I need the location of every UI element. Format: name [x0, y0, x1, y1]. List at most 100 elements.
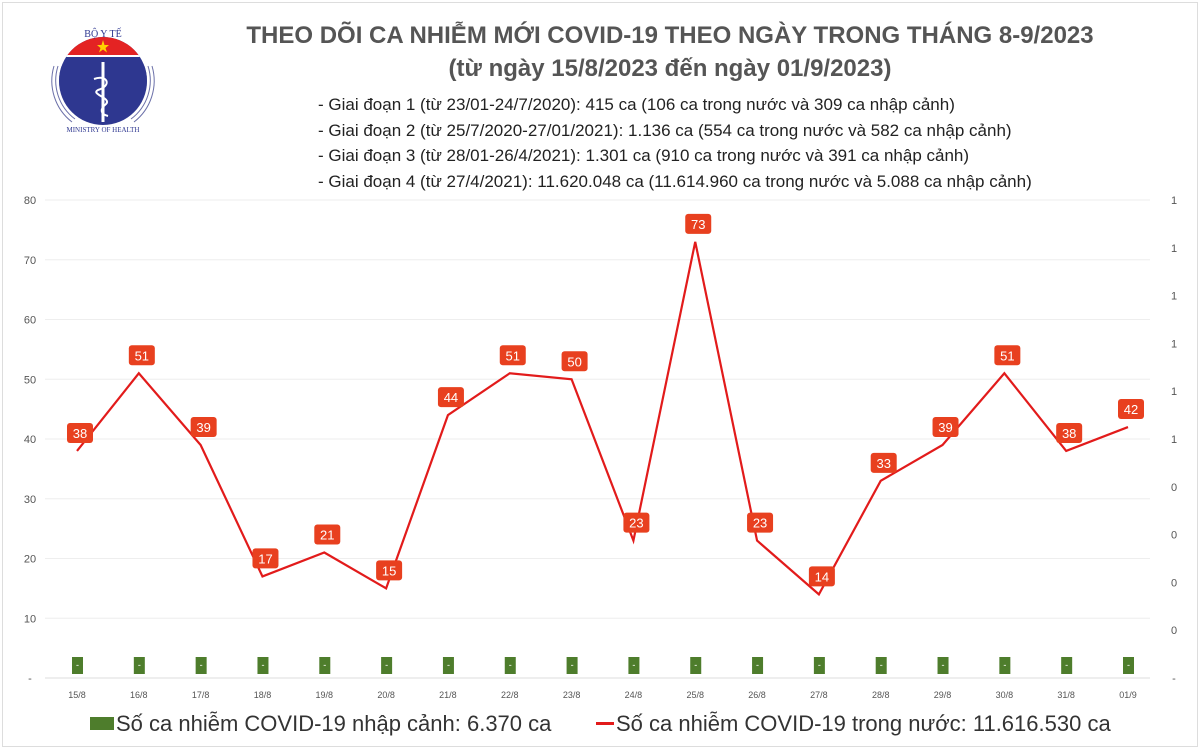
x-tick-label: 22/8 — [501, 690, 519, 700]
imported-bar — [381, 657, 393, 674]
legend-domestic: Số ca nhiễm COVID-19 trong nước: 11.616.… — [596, 711, 1111, 737]
imported-bar — [72, 657, 83, 674]
domestic-cases-line — [76, 241, 1129, 597]
y-left-tick: 10 — [24, 613, 36, 625]
x-tick-label: 24/8 — [625, 690, 643, 700]
data-label: 23 — [629, 516, 643, 531]
y-left-tick: 40 — [24, 434, 36, 446]
imported-bar-label: - — [818, 660, 821, 670]
imported-bar-label: - — [1003, 660, 1006, 670]
y-left-tick: 50 — [24, 374, 36, 386]
y-right-tick: 1 — [1171, 434, 1177, 446]
imported-bar — [690, 657, 702, 674]
imported-bar-label: - — [1127, 660, 1130, 670]
data-label-box — [994, 345, 1021, 366]
imported-bar — [195, 657, 207, 674]
data-label-box — [252, 548, 279, 569]
y-right-tick: 0 — [1171, 530, 1177, 542]
x-tick-label: 26/8 — [748, 690, 766, 700]
imported-bar-label: - — [138, 660, 141, 670]
legend-imported: Số ca nhiễm COVID-19 nhập cảnh: 6.370 ca — [90, 711, 551, 737]
data-label: 51 — [135, 348, 149, 363]
data-label: 38 — [1062, 426, 1076, 441]
stage-4: - Giai đoạn 4 (từ 27/4/2021): 11.620.048… — [318, 171, 1032, 191]
stage-summary: - Giai đoạn 1 (từ 23/01-24/7/2020): 415 … — [318, 92, 1032, 194]
data-label-box — [128, 345, 155, 366]
imported-bar-label: - — [509, 660, 512, 670]
y-left-tick: 30 — [24, 494, 36, 506]
data-label-box — [67, 422, 93, 443]
x-tick-label: 23/8 — [563, 690, 581, 700]
imported-bar-label: - — [756, 660, 759, 670]
y-left-tick: 70 — [24, 255, 36, 267]
y-left-tick: - — [28, 673, 32, 685]
imported-bar — [319, 657, 331, 674]
x-tick-label: 17/8 — [192, 690, 210, 700]
stage-2: - Giai đoạn 2 (từ 25/7/2020-27/01/2021):… — [318, 120, 1012, 140]
y-right-tick: 1 — [1171, 386, 1177, 398]
data-label: 14 — [815, 569, 829, 584]
data-label-box — [1056, 422, 1083, 443]
data-label: 15 — [382, 563, 396, 578]
x-tick-label: 15/8 — [68, 690, 86, 700]
data-label: 51 — [1000, 348, 1014, 363]
imported-bar — [937, 657, 949, 674]
logo-text-top: BỘ Y TẾ — [84, 27, 121, 40]
imported-bar — [504, 657, 516, 674]
y-right-tick: 0 — [1171, 625, 1177, 637]
x-tick-label: 21/8 — [439, 690, 457, 700]
ministry-of-health-logo: BỘ Y TẾ MINISTRY OF HEALTH — [48, 24, 158, 139]
x-tick-label: 27/8 — [810, 690, 828, 700]
imported-bar — [133, 657, 145, 674]
imported-bar-label: - — [694, 660, 697, 670]
data-label: 44 — [444, 390, 458, 405]
x-tick-label: 16/8 — [130, 690, 148, 700]
legend-swatch-green — [90, 717, 114, 730]
y-left-tick: 80 — [24, 195, 36, 207]
data-label-box — [437, 387, 464, 408]
imported-bar — [875, 657, 887, 674]
imported-bar — [257, 657, 269, 674]
imported-bar-label: - — [200, 660, 203, 670]
imported-bar-label: - — [76, 660, 79, 670]
data-label: 73 — [691, 217, 705, 232]
data-label-box — [499, 345, 526, 366]
chart-subtitle: (từ ngày 15/8/2023 đến ngày 01/9/2023) — [448, 55, 892, 82]
x-tick-label: 30/8 — [996, 690, 1014, 700]
imported-bar-label: - — [261, 660, 264, 670]
y-right-tick: 1 — [1171, 195, 1177, 207]
imported-bar-label: - — [880, 660, 883, 670]
y-right-tick: 1 — [1171, 338, 1177, 350]
stage-1: - Giai đoạn 1 (từ 23/01-24/7/2020): 415 … — [318, 95, 955, 114]
chart-title: THEO DÕI CA NHIỄM MỚI COVID-19 THEO NGÀY… — [246, 22, 1094, 49]
data-label-box — [808, 566, 835, 587]
x-tick-label: 01/9 — [1119, 690, 1137, 700]
y-left-tick: 20 — [24, 554, 36, 566]
data-label-box — [376, 560, 403, 581]
imported-bar-label: - — [632, 660, 635, 670]
imported-bar — [628, 657, 640, 674]
imported-bar-label: - — [571, 660, 574, 670]
imported-bar — [1123, 657, 1134, 674]
imported-bar — [999, 657, 1011, 674]
x-tick-label: 31/8 — [1057, 690, 1075, 700]
data-label: 42 — [1124, 402, 1138, 417]
data-label-box — [1118, 399, 1144, 420]
data-label: 23 — [753, 516, 767, 531]
data-label: 17 — [258, 551, 272, 566]
imported-bar — [813, 657, 825, 674]
y-right-tick: 0 — [1171, 482, 1177, 494]
imported-bar-label: - — [942, 660, 945, 670]
y-right-tick: 1 — [1171, 291, 1177, 303]
imported-bar — [1061, 657, 1073, 674]
imported-bar — [442, 657, 454, 674]
data-label-box — [870, 452, 897, 473]
y-left-tick: 60 — [24, 315, 36, 327]
data-label-box — [561, 351, 588, 372]
x-tick-label: 19/8 — [316, 690, 334, 700]
data-label-box — [190, 416, 217, 437]
data-label: 50 — [567, 354, 581, 369]
data-label: 39 — [938, 420, 952, 435]
legend-swatch-red — [596, 722, 614, 725]
stage-3: - Giai đoạn 3 (từ 28/01-26/4/2021): 1.30… — [318, 146, 970, 165]
